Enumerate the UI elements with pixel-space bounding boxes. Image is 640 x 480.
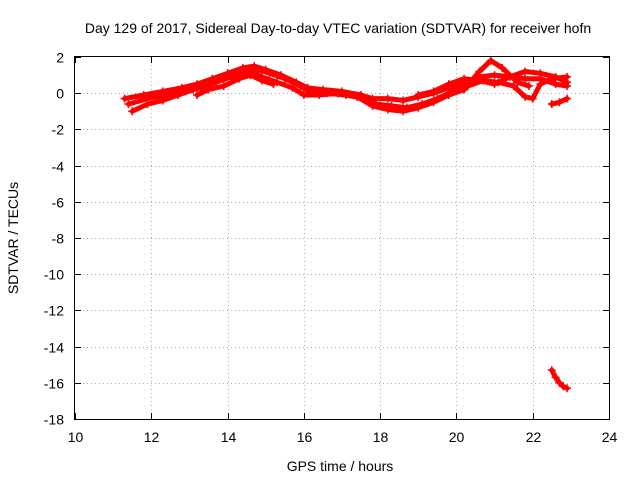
y-tick-label: -8	[52, 231, 65, 247]
data-point	[189, 85, 198, 94]
data-point	[246, 71, 255, 80]
y-tick-label: 0	[56, 86, 64, 102]
data-point	[334, 89, 343, 98]
data-point	[269, 80, 278, 89]
data-point	[490, 71, 499, 80]
data-point	[173, 91, 182, 100]
data-point	[120, 94, 129, 103]
data-point	[315, 91, 324, 100]
data-point	[257, 76, 266, 85]
data-point	[429, 87, 438, 96]
x-tick-labels: 10 12 14 16 18 20 22 24	[68, 429, 618, 445]
data-point	[475, 76, 484, 85]
data-point	[128, 107, 137, 116]
y-tick-label: -6	[52, 195, 65, 211]
grid	[75, 57, 609, 419]
data-point	[265, 69, 274, 78]
data-point	[555, 98, 564, 107]
data-point	[551, 373, 560, 382]
data-point	[547, 366, 556, 375]
data-point	[429, 98, 438, 107]
data-point	[475, 67, 484, 76]
data-point	[383, 94, 392, 103]
x-tick-label: 12	[144, 429, 160, 445]
data-point	[498, 63, 507, 72]
data-point	[555, 378, 564, 387]
y-tick-label: -4	[52, 159, 65, 175]
data-point	[353, 92, 362, 101]
data-point	[414, 103, 423, 112]
data-point	[563, 78, 572, 87]
y-tick-label: -12	[44, 303, 64, 319]
y-tick-label: 2	[56, 50, 64, 66]
x-tick-label: 16	[297, 429, 313, 445]
data-point	[559, 382, 568, 391]
data-point	[536, 80, 545, 89]
plot-frame	[74, 56, 610, 420]
data-point	[124, 100, 133, 109]
data-point	[524, 81, 533, 90]
x-tick-label: 10	[68, 429, 84, 445]
y-axis-title: SDTVAR / TECUs	[5, 182, 21, 294]
x-axis-title: GPS time / hours	[287, 458, 394, 474]
y-tick-label: -10	[44, 267, 64, 283]
data-point	[528, 94, 537, 103]
data-point	[399, 96, 408, 105]
x-tick-label: 18	[373, 429, 389, 445]
data-point	[551, 72, 560, 81]
x-tick-label: 14	[221, 429, 237, 445]
data-point	[460, 74, 469, 83]
data-point	[486, 56, 495, 65]
data-point	[521, 74, 530, 83]
y-tick-label: -18	[44, 412, 64, 428]
data-point	[143, 100, 152, 109]
data-point	[547, 100, 556, 109]
data-point	[235, 74, 244, 83]
data-point	[399, 107, 408, 116]
data-point	[521, 67, 530, 76]
chart-title: Day 129 of 2017, Sidereal Day-to-day VTE…	[85, 20, 591, 36]
data-point	[444, 80, 453, 89]
data-point	[444, 91, 453, 100]
data-point	[563, 384, 572, 393]
y-tick-label: -14	[44, 340, 64, 356]
data-point	[219, 81, 228, 90]
y-tick-labels: -18 -16 -14 -12 -10 -8 -6 -4 -2 0 2	[44, 50, 64, 428]
data-point	[219, 74, 228, 83]
data-point	[296, 81, 305, 90]
data-point	[288, 83, 297, 92]
data-point	[521, 92, 530, 101]
data-point	[414, 91, 423, 100]
data-point	[383, 105, 392, 114]
y-tick-label: -16	[44, 376, 64, 392]
data-point	[551, 80, 560, 89]
x-tick-label: 24	[602, 429, 618, 445]
data-point	[513, 78, 522, 87]
data-point	[204, 85, 213, 94]
x-tick-label: 20	[449, 429, 465, 445]
data-points	[120, 56, 572, 393]
data-point	[563, 94, 572, 103]
data-point	[505, 72, 514, 81]
data-point	[368, 101, 377, 110]
data-point	[280, 74, 289, 83]
data-point	[490, 80, 499, 89]
y-tick-label: -2	[52, 122, 65, 138]
data-point	[509, 81, 518, 90]
data-point	[158, 96, 167, 105]
data-point	[193, 91, 202, 100]
data-point	[299, 91, 308, 100]
data-point	[536, 69, 545, 78]
data-point	[460, 85, 469, 94]
x-tick-label: 22	[526, 429, 542, 445]
